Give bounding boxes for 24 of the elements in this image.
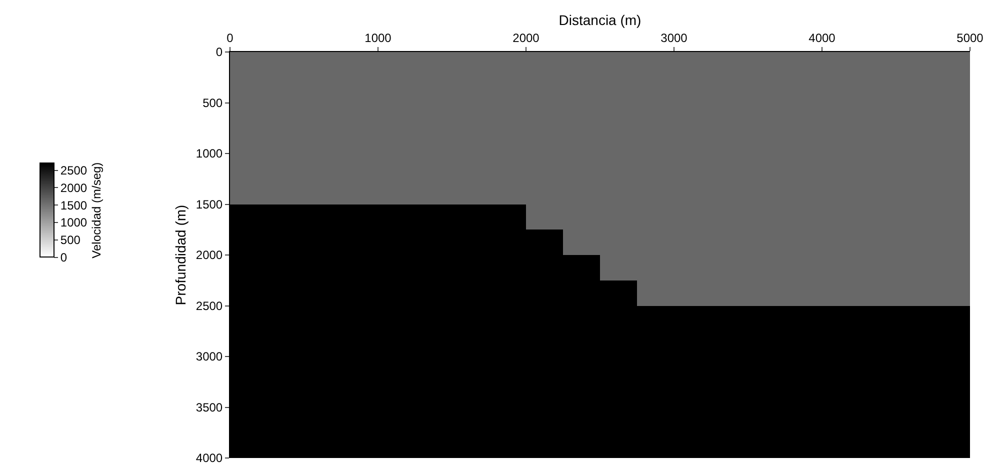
- x-tick-label: 1000: [364, 31, 392, 46]
- x-tick-label: 5000: [956, 31, 984, 46]
- y-tick-label: 3500: [196, 400, 223, 414]
- color-bar-label: 0: [60, 250, 68, 265]
- y-tick-label: 2000: [196, 248, 223, 262]
- color-bar-label: 500: [60, 233, 81, 248]
- x-tick-label: 2000: [512, 31, 540, 46]
- y-tick-label: 1000: [196, 146, 223, 161]
- y-tick-label: 4000: [196, 451, 223, 466]
- y-tick-label: 0: [216, 45, 223, 60]
- x-axis-title: Distancia (m): [558, 12, 642, 28]
- color-bar-title: Velocidad (m/seg): [89, 162, 104, 258]
- y-tick-label: 1500: [196, 197, 223, 212]
- y-axis-title: Profundidad (m): [172, 204, 188, 306]
- color-bar-label: 1500: [60, 198, 88, 212]
- x-tick-label: 3000: [660, 31, 688, 46]
- color-bar-label: 1000: [60, 216, 88, 230]
- y-tick-label: 500: [202, 96, 223, 110]
- x-tick-label: 0: [226, 31, 234, 46]
- color-bar-label: 2000: [60, 180, 88, 195]
- y-tick-label: 3000: [196, 350, 223, 364]
- color-bar-label: 2500: [60, 164, 88, 178]
- y-tick-label: 2500: [196, 298, 223, 313]
- x-tick-label: 4000: [808, 31, 836, 46]
